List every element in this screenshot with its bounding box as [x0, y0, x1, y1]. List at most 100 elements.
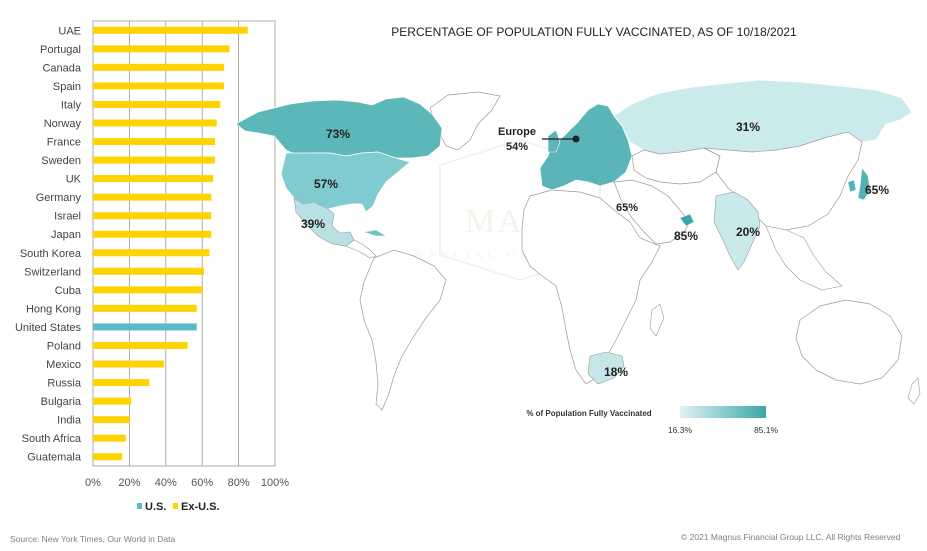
- plot-frame: [92, 20, 276, 467]
- bar: [93, 193, 212, 201]
- madagascar-shape: [649, 303, 665, 337]
- map-legend-title: % of Population Fully Vaccinated: [526, 409, 651, 418]
- canada-label: 73%: [326, 127, 350, 141]
- category-label: South Korea: [20, 248, 82, 260]
- bar: [93, 212, 212, 220]
- x-tick-label: 0%: [85, 477, 101, 489]
- europe-label: Europe: [498, 126, 536, 138]
- map-title: PERCENTAGE OF POPULATION FULLY VACCINATE…: [391, 25, 797, 39]
- south-korea-shape: [847, 179, 857, 193]
- central-asia-shape: [631, 147, 721, 185]
- bar: [93, 397, 132, 405]
- category-label: United States: [15, 322, 82, 334]
- south-africa-label: 18%: [604, 365, 628, 379]
- copyright-note: © 2021 Magnus Financial Group LLC. All R…: [681, 532, 901, 542]
- svg-text:FINANCIAL GROUP: FINANCIAL GROUP: [395, 249, 569, 261]
- category-label: Russia: [47, 378, 82, 390]
- middle-east-label: 65%: [616, 202, 638, 214]
- bar: [93, 341, 188, 349]
- category-label: UAE: [58, 25, 81, 37]
- category-label: Poland: [47, 340, 81, 352]
- bar: [93, 63, 225, 71]
- russia-label: 31%: [736, 120, 760, 134]
- japan-shape: [857, 167, 871, 201]
- india-shape: [713, 191, 761, 271]
- category-label: Germany: [36, 192, 82, 204]
- category-label: Mexico: [46, 359, 81, 371]
- x-tick-label: 20%: [118, 477, 140, 489]
- bar: [93, 82, 225, 90]
- south-america-shape: [359, 249, 447, 411]
- mexico-shape: [293, 197, 355, 247]
- australia-shape: [795, 299, 903, 385]
- east-asia-shape: [703, 131, 863, 231]
- category-label: Japan: [51, 229, 81, 241]
- mexico-label: 39%: [301, 217, 325, 231]
- map-legend-max: 85.1%: [754, 425, 779, 435]
- uk-shape: [547, 129, 561, 153]
- greenland-shape: [429, 91, 501, 151]
- category-label: Bulgaria: [41, 396, 82, 408]
- x-tick-label: 40%: [155, 477, 177, 489]
- bar: [93, 230, 212, 238]
- uae-shape: [679, 213, 695, 227]
- bar: [93, 416, 130, 424]
- category-label: Hong Kong: [26, 303, 81, 315]
- category-label: Guatemala: [27, 452, 82, 464]
- map-legend-gradient: [680, 406, 766, 418]
- bar: [93, 249, 210, 257]
- bar: [93, 267, 205, 275]
- central-america-shape: [345, 239, 377, 259]
- europe-pointer-dot: [572, 135, 580, 143]
- japan-label: 65%: [865, 183, 889, 197]
- canada-shape: [235, 96, 443, 159]
- category-label: France: [47, 137, 81, 149]
- map-legend-min: 16.3%: [668, 425, 693, 435]
- europe-shape: [539, 103, 633, 191]
- category-label: Cuba: [55, 285, 82, 297]
- category-label: Sweden: [41, 155, 81, 167]
- legend-swatch: [137, 503, 142, 509]
- category-label: Portugal: [40, 44, 81, 56]
- southeast-asia-shape: [765, 225, 843, 291]
- bar: [93, 45, 230, 53]
- bar: [93, 379, 150, 387]
- category-label: Spain: [53, 81, 81, 93]
- world-vaccination-map: PERCENTAGE OF POPULATION FULLY VACCINATE…: [235, 25, 921, 435]
- vaccination-bar-chart: 0% 20% 40% 60% 80% 100% UAE Portugal Canada Spain…: [15, 20, 289, 513]
- category-label: Israel: [54, 211, 81, 223]
- new-zealand-shape: [907, 377, 921, 405]
- category-label: UK: [66, 174, 82, 186]
- legend-label: Ex-U.S.: [181, 501, 220, 513]
- cuba-shape: [363, 229, 387, 237]
- category-label: South Africa: [22, 433, 82, 445]
- category-label: Norway: [44, 118, 82, 130]
- bar: [93, 175, 214, 183]
- bar: [93, 100, 221, 108]
- india-label: 20%: [736, 225, 760, 239]
- bar: [93, 323, 197, 331]
- bar: [93, 360, 164, 368]
- bar: [93, 453, 123, 461]
- russia-shape: [613, 79, 913, 155]
- middle-east-shape: [613, 179, 691, 245]
- bar: [93, 304, 197, 312]
- x-tick-label: 60%: [191, 477, 213, 489]
- bar: [93, 286, 203, 294]
- x-tick-label: 100%: [261, 477, 289, 489]
- south-africa-shape: [587, 351, 625, 385]
- category-label: India: [57, 415, 82, 427]
- uae-label: 85%: [674, 229, 698, 243]
- source-note: Source: New York Times, Our World in Dat…: [10, 534, 176, 544]
- bar: [93, 119, 217, 127]
- category-label: Canada: [42, 62, 81, 74]
- europe-value-label: 54%: [506, 141, 528, 153]
- category-label: Switzerland: [24, 266, 81, 278]
- bar: [93, 26, 248, 34]
- x-tick-label: 80%: [228, 477, 250, 489]
- bar: [93, 156, 215, 164]
- legend-label: U.S.: [145, 501, 166, 513]
- bar: [93, 434, 126, 442]
- legend-swatch: [173, 503, 178, 509]
- category-label: Italy: [61, 99, 82, 111]
